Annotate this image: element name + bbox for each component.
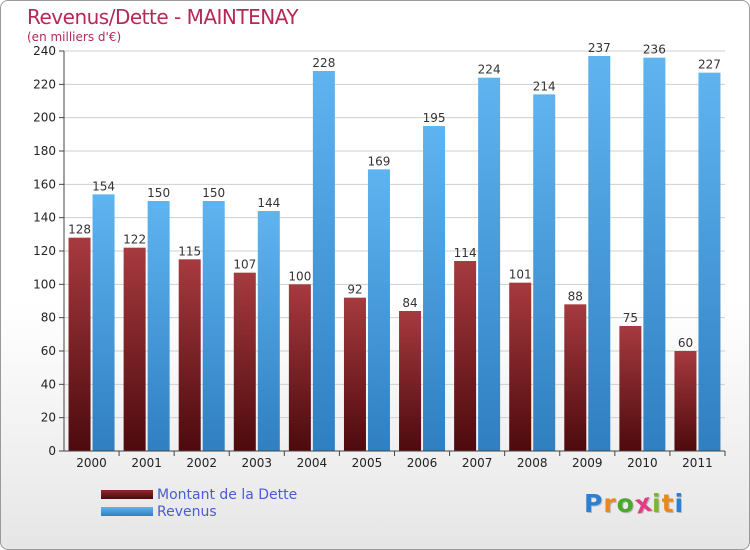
x-tick-label: 2007 <box>462 456 493 470</box>
value-label-dette-2002: 115 <box>178 244 201 258</box>
bar-revenus-2001 <box>147 201 170 451</box>
value-label-revenus-2007: 224 <box>478 63 501 77</box>
value-label-dette-2009: 88 <box>568 289 583 303</box>
logo-letter: r <box>603 489 617 518</box>
x-tick-label: 2001 <box>131 456 162 470</box>
legend-label-dette: Montant de la Dette <box>157 487 298 503</box>
y-tick-label: 120 <box>33 244 56 258</box>
value-label-dette-2005: 92 <box>347 283 362 297</box>
x-tick-label: 2002 <box>186 456 217 470</box>
y-tick-label: 20 <box>41 411 56 425</box>
bar-dette-2007 <box>454 261 477 451</box>
y-tick-label: 80 <box>41 311 56 325</box>
y-tick-label: 200 <box>33 111 56 125</box>
logo-letter: P <box>584 489 604 518</box>
bar-revenus-2004 <box>312 71 335 451</box>
value-label-revenus-2005: 169 <box>368 154 391 168</box>
value-label-dette-2001: 122 <box>123 233 146 247</box>
bar-dette-2001 <box>123 247 146 451</box>
bar-revenus-2003 <box>257 211 280 451</box>
value-label-dette-2011: 60 <box>678 336 693 350</box>
grid-lines <box>64 50 725 419</box>
y-tick-label: 40 <box>41 377 56 391</box>
x-tick-label: 2004 <box>297 456 328 470</box>
value-label-dette-2004: 100 <box>288 269 311 283</box>
value-label-revenus-2006: 195 <box>423 111 446 125</box>
value-label-dette-2000: 128 <box>68 223 91 237</box>
x-tick-label: 2010 <box>627 456 658 470</box>
bar-revenus-2006 <box>423 126 446 451</box>
bar-revenus-2000 <box>92 194 115 452</box>
bar-dette-2000 <box>68 237 91 451</box>
bar-revenus-2010 <box>643 57 666 452</box>
y-tick-label: 180 <box>33 144 56 158</box>
logo-letter: i <box>652 489 662 518</box>
y-tick-label: 0 <box>48 444 56 458</box>
logo-letter: o <box>616 489 635 518</box>
bar-dette-2002 <box>178 259 201 451</box>
value-label-revenus-2002: 150 <box>202 186 225 200</box>
value-label-dette-2006: 84 <box>402 296 417 310</box>
value-label-revenus-2004: 228 <box>312 56 335 70</box>
bar-revenus-2002 <box>202 201 225 451</box>
bar-dette-2011 <box>674 351 697 451</box>
value-label-dette-2008: 101 <box>509 268 532 282</box>
bar-dette-2008 <box>509 282 532 451</box>
value-label-dette-2003: 107 <box>233 258 256 272</box>
bars <box>68 56 721 452</box>
bar-revenus-2011 <box>698 72 721 452</box>
value-label-revenus-2003: 144 <box>257 196 280 210</box>
axes: 0 20 40 60 80 100 120 140 160 180 200 220 240 2000 200… <box>33 44 726 470</box>
y-tick-label: 240 <box>33 44 56 58</box>
bar-revenus-2007 <box>478 77 501 452</box>
bar-revenus-2008 <box>533 94 556 451</box>
bar-revenus-2005 <box>367 169 390 452</box>
legend-swatch-dette <box>101 490 153 499</box>
x-tick-label: 2011 <box>682 456 713 470</box>
y-tick-label: 140 <box>33 211 56 225</box>
logo-letter: t <box>661 489 675 518</box>
x-tick-label: 2003 <box>242 456 273 470</box>
bar-dette-2005 <box>343 297 366 451</box>
bar-dette-2004 <box>288 284 311 451</box>
bar-revenus-2009 <box>588 56 611 451</box>
proxiti-logo: Proxiti <box>584 488 685 520</box>
y-tick-label: 60 <box>41 344 56 358</box>
x-tick-label: 2006 <box>407 456 438 470</box>
value-labels: 128 154 122 150 115 150 107 144 100 228 92 169 84 195… <box>68 41 721 350</box>
y-tick-label: 100 <box>33 277 56 291</box>
legend-label-revenus: Revenus <box>157 504 217 520</box>
bar-dette-2009 <box>564 304 587 451</box>
y-tick-label: 220 <box>33 77 56 91</box>
x-tick-label: 2005 <box>352 456 383 470</box>
x-tick-label: 2009 <box>572 456 603 470</box>
chart-subtitle: (en milliers d'€) <box>27 30 122 44</box>
legend-swatch-revenus <box>101 507 153 516</box>
x-tick-label: 2008 <box>517 456 548 470</box>
value-label-revenus-2010: 236 <box>643 43 666 57</box>
bar-dette-2010 <box>619 326 642 451</box>
bar-dette-2006 <box>399 311 422 451</box>
logo-letter: i <box>674 489 685 518</box>
value-label-dette-2007: 114 <box>454 246 477 260</box>
value-label-revenus-2009: 237 <box>588 41 611 55</box>
bar-dette-2003 <box>233 272 256 451</box>
value-label-revenus-2001: 150 <box>147 186 170 200</box>
y-tick-label: 160 <box>33 177 56 191</box>
value-label-revenus-2008: 214 <box>533 79 556 93</box>
x-tick-label: 2000 <box>76 456 107 470</box>
value-label-dette-2010: 75 <box>623 311 638 325</box>
value-label-revenus-2000: 154 <box>92 179 115 193</box>
value-label-revenus-2011: 227 <box>698 58 721 72</box>
chart-title: Revenus/Dette - MAINTENAY <box>27 5 299 29</box>
